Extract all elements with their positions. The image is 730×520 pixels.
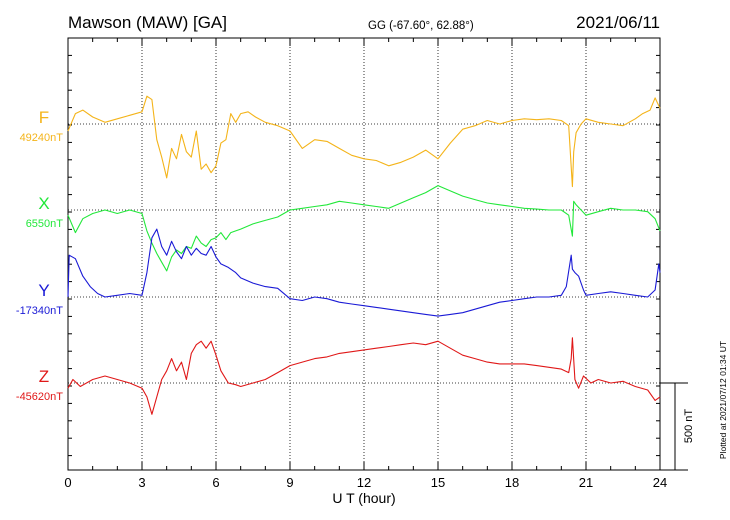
station-title: Mawson (MAW) [GA] xyxy=(68,13,227,32)
series-baseline-x: 6550nT xyxy=(26,218,64,230)
series-baseline-y: -17340nT xyxy=(16,305,63,317)
plotted-timestamp: Plotted at 2021/07/12 01:34 UT xyxy=(718,341,728,459)
x-tick-label: 9 xyxy=(286,475,293,490)
series-name-y: Y xyxy=(38,281,49,300)
coords-label: GG (-67.60°, 62.88°) xyxy=(368,20,474,32)
x-tick-label: 18 xyxy=(505,475,519,490)
series-line-f xyxy=(67,95,661,188)
series-labels: F 49240nT X 6550nT Y -17340nT Z -45620nT xyxy=(16,108,63,403)
series-line-z xyxy=(67,337,661,415)
series-name-f: F xyxy=(39,108,49,127)
x-tick-label: 6 xyxy=(212,475,219,490)
scale-bar-label: 500 nT xyxy=(683,409,695,444)
series-lines xyxy=(67,95,661,415)
series-line-x xyxy=(67,185,661,272)
x-tick-label: 3 xyxy=(138,475,145,490)
x-tick-label: 21 xyxy=(579,475,593,490)
x-tick-label: 24 xyxy=(653,475,667,490)
axis-ticks: 0 3 6 9 12 15 18 21 24 xyxy=(64,37,667,490)
x-axis-label: U T (hour) xyxy=(332,490,395,506)
series-name-z: Z xyxy=(39,367,49,386)
x-tick-label: 15 xyxy=(431,475,445,490)
x-tick-label: 0 xyxy=(64,475,71,490)
series-baseline-z: -45620nT xyxy=(16,391,63,403)
scale-bar: 500 nT xyxy=(660,382,695,471)
series-line-y xyxy=(67,228,661,317)
series-name-x: X xyxy=(38,194,49,213)
x-tick-label: 12 xyxy=(357,475,371,490)
series-baseline-f: 49240nT xyxy=(20,132,64,144)
grid-lines xyxy=(68,38,660,470)
date-label: 2021/06/11 xyxy=(576,13,660,32)
